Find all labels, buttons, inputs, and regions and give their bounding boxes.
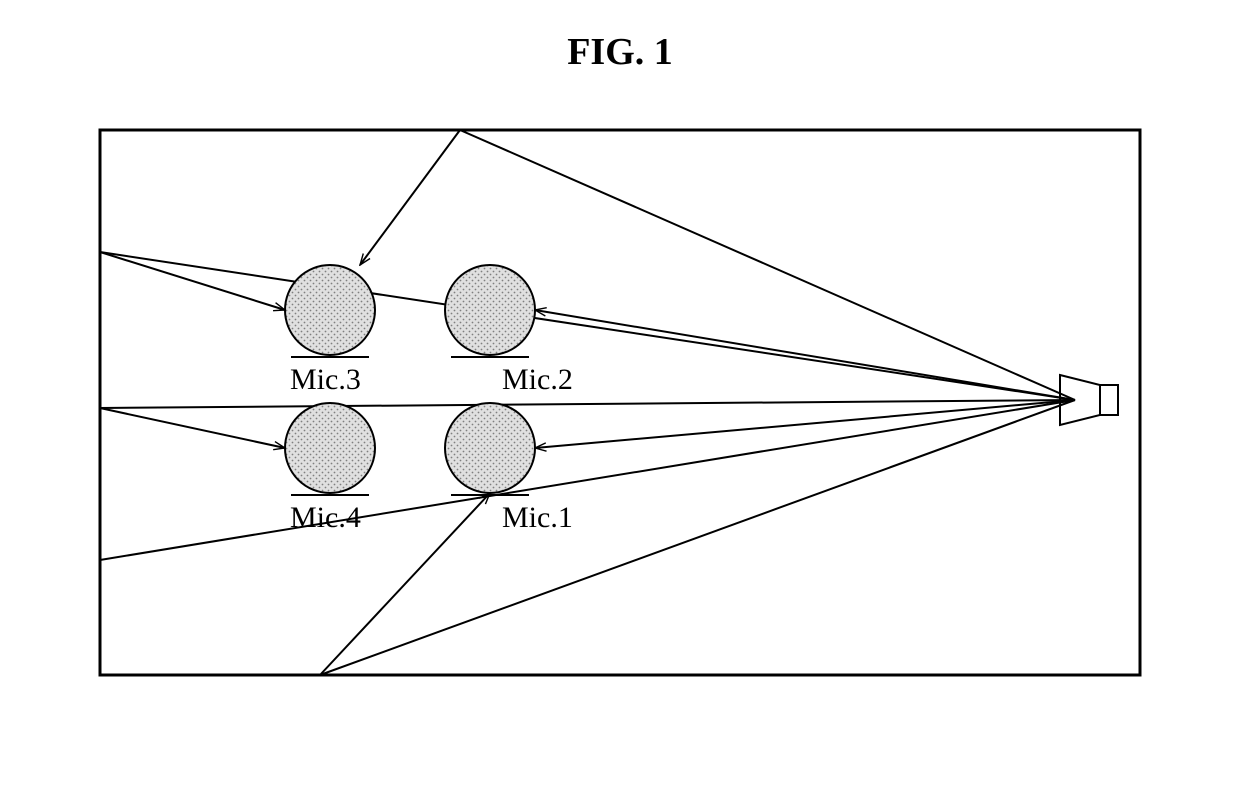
mic2-circle	[445, 265, 535, 355]
figure-container: FIG. 1 Mic.3Mic.2Mic.4Mic.1	[0, 0, 1240, 808]
mic4-circle	[285, 403, 375, 493]
mic3-circle	[285, 265, 375, 355]
diagram-svg: Mic.3 Mic.2 Mic.4 Mic.1	[0, 0, 1160, 695]
ray-top-to-mic3-seg2	[360, 130, 460, 265]
ray-left-lower-to-mic4-seg2	[100, 408, 285, 448]
ray-left-upper-to-mic3-seg2	[100, 252, 285, 310]
mic2-label: Mic.2	[502, 363, 573, 396]
ray-left-upper-to-mic3-seg1	[100, 252, 1075, 400]
mic3-label: Mic.3	[290, 363, 361, 396]
mic1-label: Mic.1	[502, 501, 573, 534]
ray-bottom-upper-seg1	[100, 400, 1075, 560]
speaker-body	[1100, 385, 1118, 415]
mic4-label: Mic.4	[290, 501, 361, 534]
direct-ray-mic2	[535, 310, 1075, 400]
ray-top-to-mic3-seg1	[460, 130, 1075, 400]
mic1-circle	[445, 403, 535, 493]
direct-ray-mic1	[535, 400, 1075, 448]
ray-bottom-lower-to-mic1-seg1	[320, 400, 1075, 675]
room-boundary	[100, 130, 1140, 675]
ray-left-lower-to-mic4-seg1	[100, 400, 1075, 408]
